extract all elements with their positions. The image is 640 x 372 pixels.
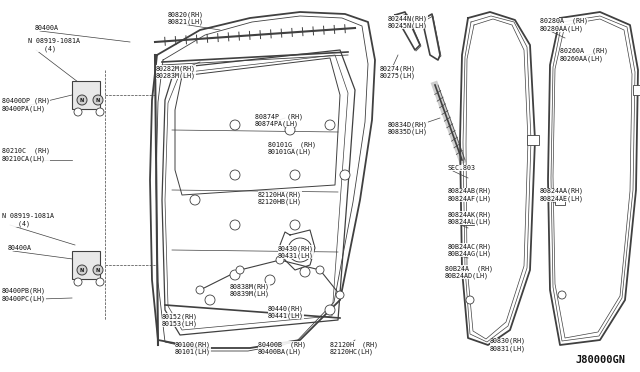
Text: 82120HA(RH)
82120HB(LH): 82120HA(RH) 82120HB(LH) bbox=[258, 191, 302, 205]
Bar bbox=[72, 81, 100, 109]
Circle shape bbox=[77, 95, 87, 105]
Bar bbox=[72, 251, 100, 279]
Circle shape bbox=[340, 170, 350, 180]
Text: N: N bbox=[80, 267, 84, 273]
Circle shape bbox=[466, 296, 474, 304]
Circle shape bbox=[290, 170, 300, 180]
Text: 80152(RH)
80153(LH): 80152(RH) 80153(LH) bbox=[162, 313, 198, 327]
Bar bbox=[527, 135, 539, 145]
Text: 80874P  (RH)
80874PA(LH): 80874P (RH) 80874PA(LH) bbox=[255, 113, 303, 127]
Circle shape bbox=[288, 238, 312, 262]
Text: 80430(RH)
80431(LH): 80430(RH) 80431(LH) bbox=[278, 245, 314, 259]
Circle shape bbox=[325, 305, 335, 315]
Text: 80274(RH)
80275(LH): 80274(RH) 80275(LH) bbox=[380, 65, 416, 79]
Text: 80400A: 80400A bbox=[35, 25, 59, 31]
Circle shape bbox=[290, 220, 300, 230]
Circle shape bbox=[230, 270, 240, 280]
Text: 80820(RH)
80821(LH): 80820(RH) 80821(LH) bbox=[168, 11, 204, 25]
Circle shape bbox=[74, 108, 82, 116]
Text: N 08919-1081A
    (4): N 08919-1081A (4) bbox=[2, 213, 54, 227]
Bar bbox=[555, 195, 565, 205]
Text: 80400A: 80400A bbox=[8, 245, 32, 251]
Circle shape bbox=[236, 266, 244, 274]
Circle shape bbox=[265, 275, 275, 285]
Text: 80400PB(RH)
80400PC(LH): 80400PB(RH) 80400PC(LH) bbox=[2, 288, 46, 302]
Circle shape bbox=[300, 267, 310, 277]
Text: 80210C  (RH)
80210CA(LH): 80210C (RH) 80210CA(LH) bbox=[2, 148, 50, 162]
Circle shape bbox=[230, 170, 240, 180]
Text: 80400DP (RH)
80400PA(LH): 80400DP (RH) 80400PA(LH) bbox=[2, 98, 50, 112]
Circle shape bbox=[190, 195, 200, 205]
Circle shape bbox=[96, 108, 104, 116]
Text: 80838M(RH)
80839M(LH): 80838M(RH) 80839M(LH) bbox=[230, 283, 270, 297]
Circle shape bbox=[316, 266, 324, 274]
Circle shape bbox=[205, 295, 215, 305]
Circle shape bbox=[77, 265, 87, 275]
Circle shape bbox=[196, 286, 204, 294]
Circle shape bbox=[276, 256, 284, 264]
Text: 80834D(RH)
80835D(LH): 80834D(RH) 80835D(LH) bbox=[388, 121, 428, 135]
Circle shape bbox=[325, 120, 335, 130]
Circle shape bbox=[96, 278, 104, 286]
Text: J80000GN: J80000GN bbox=[575, 355, 625, 365]
Circle shape bbox=[93, 95, 103, 105]
Text: 80B24A  (RH)
80B24AD(LH): 80B24A (RH) 80B24AD(LH) bbox=[445, 265, 493, 279]
Text: N: N bbox=[96, 267, 100, 273]
Text: 80824AA(RH)
80824AE(LH): 80824AA(RH) 80824AE(LH) bbox=[540, 188, 584, 202]
Text: 80282M(RH)
80283M(LH): 80282M(RH) 80283M(LH) bbox=[156, 65, 196, 79]
Text: N: N bbox=[80, 97, 84, 103]
Text: N 08919-1081A
    (4): N 08919-1081A (4) bbox=[28, 38, 80, 52]
Bar bbox=[462, 215, 474, 225]
Text: 80280A  (RH)
80280AA(LH): 80280A (RH) 80280AA(LH) bbox=[540, 18, 588, 32]
Text: 80824AB(RH)
80824AF(LH): 80824AB(RH) 80824AF(LH) bbox=[448, 188, 492, 202]
Text: 80440(RH)
80441(LH): 80440(RH) 80441(LH) bbox=[268, 305, 304, 319]
Circle shape bbox=[336, 291, 344, 299]
Text: 80400B  (RH)
80400BA(LH): 80400B (RH) 80400BA(LH) bbox=[258, 341, 306, 355]
Circle shape bbox=[230, 120, 240, 130]
Text: 80824AK(RH)
80824AL(LH): 80824AK(RH) 80824AL(LH) bbox=[448, 211, 492, 225]
Bar bbox=[633, 85, 640, 95]
Circle shape bbox=[93, 265, 103, 275]
Text: 82120H  (RH)
82120HC(LH): 82120H (RH) 82120HC(LH) bbox=[330, 341, 378, 355]
Circle shape bbox=[230, 220, 240, 230]
Text: 80244N(RH)
80245N(LH): 80244N(RH) 80245N(LH) bbox=[388, 15, 428, 29]
Circle shape bbox=[558, 291, 566, 299]
Circle shape bbox=[285, 125, 295, 135]
Text: 80101G  (RH)
80101GA(LH): 80101G (RH) 80101GA(LH) bbox=[268, 141, 316, 155]
Text: SEC.803: SEC.803 bbox=[448, 165, 476, 171]
Text: 80830(RH)
80831(LH): 80830(RH) 80831(LH) bbox=[490, 338, 526, 352]
Text: 80B24AC(RH)
80B24AG(LH): 80B24AC(RH) 80B24AG(LH) bbox=[448, 243, 492, 257]
Text: 80100(RH)
80101(LH): 80100(RH) 80101(LH) bbox=[175, 341, 211, 355]
Circle shape bbox=[74, 278, 82, 286]
Text: N: N bbox=[96, 97, 100, 103]
Text: 80260A  (RH)
80260AA(LH): 80260A (RH) 80260AA(LH) bbox=[560, 48, 608, 62]
